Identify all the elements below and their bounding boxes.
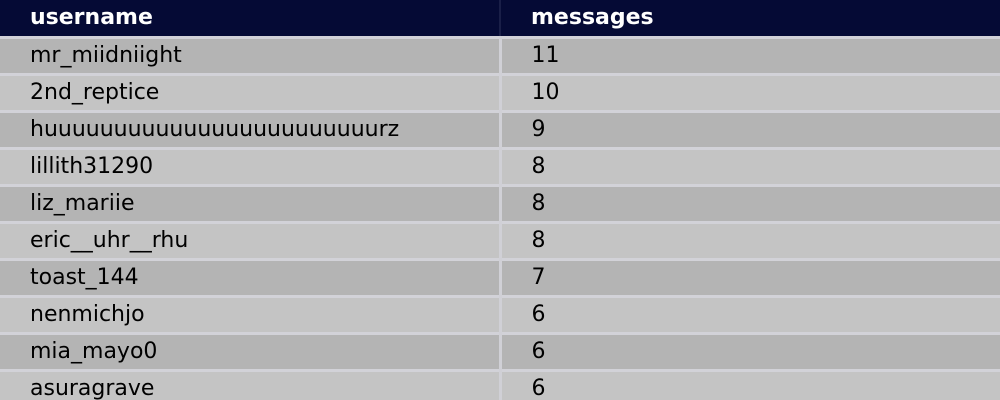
messages-cell: 6 [500, 295, 1000, 334]
messages-cell: 11 [500, 36, 1000, 75]
table-row: asuragrave 6 [0, 369, 1000, 400]
messages-cell: 6 [500, 332, 1000, 371]
username-cell: mia_mayo0 [0, 332, 502, 371]
username-cell: toast_144 [0, 258, 502, 297]
messages-cell: 9 [500, 110, 1000, 149]
username-cell: eric__uhr__rhu [0, 221, 502, 260]
messages-cell: 10 [500, 73, 1000, 112]
username-cell: liz_mariie [0, 184, 502, 223]
messages-cell: 8 [500, 184, 1000, 223]
messages-cell: 6 [500, 369, 1000, 400]
table-row: huuuuuuuuuuuuuuuuuuuuuuuurz 9 [0, 110, 1000, 149]
table-row: lillith31290 8 [0, 147, 1000, 186]
table-row: eric__uhr__rhu 8 [0, 221, 1000, 260]
header-row: username messages [0, 0, 1000, 38]
username-cell: 2nd_reptice [0, 73, 502, 112]
table-row: 2nd_reptice 10 [0, 73, 1000, 112]
table-row: nenmichjo 6 [0, 295, 1000, 334]
username-cell: huuuuuuuuuuuuuuuuuuuuuuuurz [0, 110, 502, 149]
table-row: mia_mayo0 6 [0, 332, 1000, 371]
messages-cell: 8 [500, 221, 1000, 260]
messages-cell: 8 [500, 147, 1000, 186]
column-header-messages[interactable]: messages [500, 0, 1000, 38]
column-header-username[interactable]: username [0, 0, 501, 38]
username-cell: mr_miidniight [0, 36, 502, 75]
table-row: liz_mariie 8 [0, 184, 1000, 223]
username-cell: lillith31290 [0, 147, 502, 186]
username-cell: nenmichjo [0, 295, 502, 334]
username-cell: asuragrave [0, 369, 502, 400]
table-row: toast_144 7 [0, 258, 1000, 297]
table-row: mr_miidniight 11 [0, 36, 1000, 75]
messages-cell: 7 [500, 258, 1000, 297]
